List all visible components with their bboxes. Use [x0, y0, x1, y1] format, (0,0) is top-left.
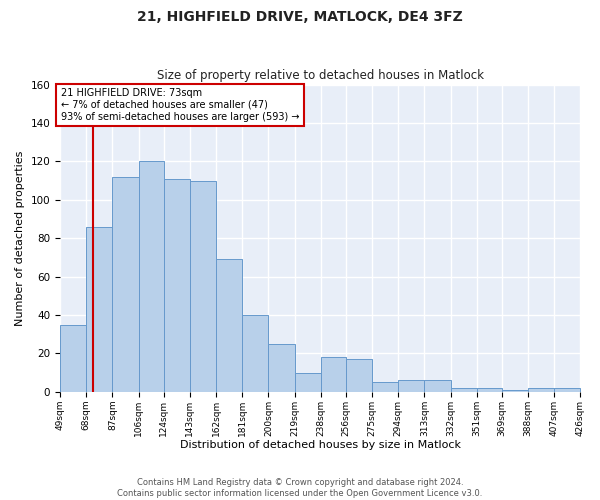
- Bar: [346, 359, 372, 392]
- Bar: [502, 390, 528, 392]
- Bar: [268, 344, 295, 392]
- Title: Size of property relative to detached houses in Matlock: Size of property relative to detached ho…: [157, 69, 484, 82]
- Bar: [372, 382, 398, 392]
- Bar: [60, 324, 86, 392]
- Bar: [164, 178, 190, 392]
- Bar: [190, 180, 216, 392]
- Bar: [554, 388, 580, 392]
- Bar: [112, 176, 139, 392]
- Bar: [451, 388, 477, 392]
- Y-axis label: Number of detached properties: Number of detached properties: [15, 150, 25, 326]
- Bar: [398, 380, 424, 392]
- Bar: [295, 372, 321, 392]
- Bar: [86, 226, 112, 392]
- Bar: [528, 388, 554, 392]
- Text: 21, HIGHFIELD DRIVE, MATLOCK, DE4 3FZ: 21, HIGHFIELD DRIVE, MATLOCK, DE4 3FZ: [137, 10, 463, 24]
- Bar: [477, 388, 502, 392]
- Bar: [580, 390, 600, 392]
- Bar: [139, 162, 164, 392]
- Bar: [424, 380, 451, 392]
- Text: Contains HM Land Registry data © Crown copyright and database right 2024.
Contai: Contains HM Land Registry data © Crown c…: [118, 478, 482, 498]
- Bar: [321, 358, 346, 392]
- Bar: [216, 260, 242, 392]
- Text: 21 HIGHFIELD DRIVE: 73sqm
← 7% of detached houses are smaller (47)
93% of semi-d: 21 HIGHFIELD DRIVE: 73sqm ← 7% of detach…: [61, 88, 299, 122]
- X-axis label: Distribution of detached houses by size in Matlock: Distribution of detached houses by size …: [180, 440, 461, 450]
- Bar: [242, 315, 268, 392]
